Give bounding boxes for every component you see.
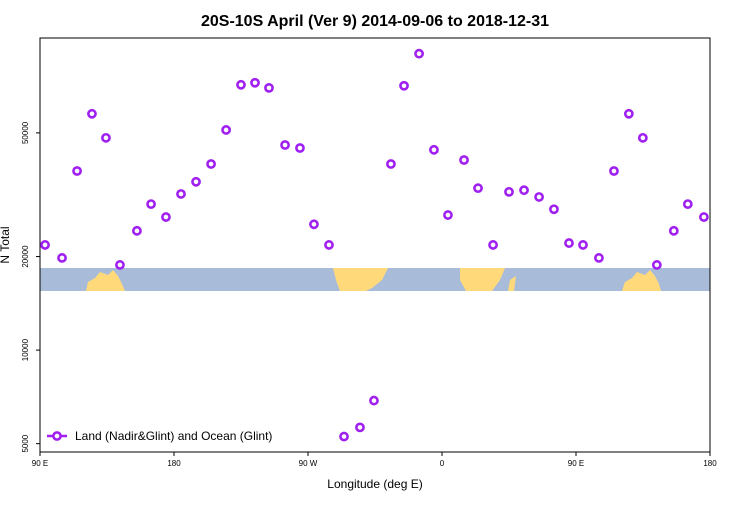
land (86, 270, 125, 291)
point (72, 166, 82, 176)
point (339, 431, 349, 442)
point (623, 108, 634, 119)
chart-title: 20S-10S April (Ver 9) 2014-09-06 to 2018… (201, 13, 549, 30)
point (40, 240, 50, 250)
point (176, 189, 186, 199)
point (324, 240, 334, 250)
legend-label: Land (Nadir&Glint) and Ocean (Glint) (75, 429, 272, 443)
y-tick-label: 50000 (21, 121, 30, 144)
point (236, 79, 246, 90)
point (191, 176, 201, 187)
point (534, 192, 544, 202)
x-tick-label: 90 E (568, 459, 584, 468)
x-tick-label: 90 W (299, 459, 318, 468)
point (309, 219, 319, 230)
point (564, 238, 574, 248)
point (369, 395, 379, 406)
point (473, 183, 483, 194)
y-axis-label: N Total (0, 226, 12, 263)
point (206, 159, 216, 169)
point (549, 204, 559, 215)
point (578, 240, 588, 250)
point (488, 240, 498, 250)
land (508, 276, 516, 291)
y-tick-label: 10000 (21, 338, 30, 361)
point (264, 82, 274, 93)
land (622, 270, 661, 291)
land (460, 268, 505, 291)
point (146, 199, 156, 210)
x-tick-label: 0 (440, 459, 445, 468)
point (609, 166, 619, 176)
y-tick-label: 20000 (21, 245, 30, 268)
point (459, 155, 469, 165)
point (132, 225, 142, 236)
point (101, 132, 111, 143)
point (682, 199, 693, 210)
point (504, 186, 514, 197)
point (386, 159, 396, 169)
point (115, 260, 125, 270)
legend-marker (52, 431, 62, 441)
plot-frame (39, 37, 711, 453)
point (443, 210, 453, 220)
point (221, 125, 232, 135)
point (651, 260, 662, 270)
point (355, 422, 365, 433)
x-tick-label: 180 (703, 459, 717, 468)
point (594, 253, 604, 263)
point (519, 185, 529, 196)
point (429, 144, 439, 155)
y-tick-label: 5000 (21, 434, 30, 452)
point (280, 140, 290, 150)
x-tick-label: 90 E (32, 459, 48, 468)
point (161, 212, 171, 222)
x-tick-label: 180 (167, 459, 181, 468)
point (668, 225, 679, 236)
point (57, 253, 67, 263)
point (637, 132, 648, 143)
land (333, 268, 388, 291)
point (295, 143, 305, 153)
point (414, 48, 424, 59)
map-band (40, 268, 710, 291)
point (399, 80, 409, 91)
point (250, 77, 260, 88)
x-axis-label: Longitude (deg E) (327, 477, 422, 491)
point (698, 212, 709, 222)
point (87, 108, 97, 119)
